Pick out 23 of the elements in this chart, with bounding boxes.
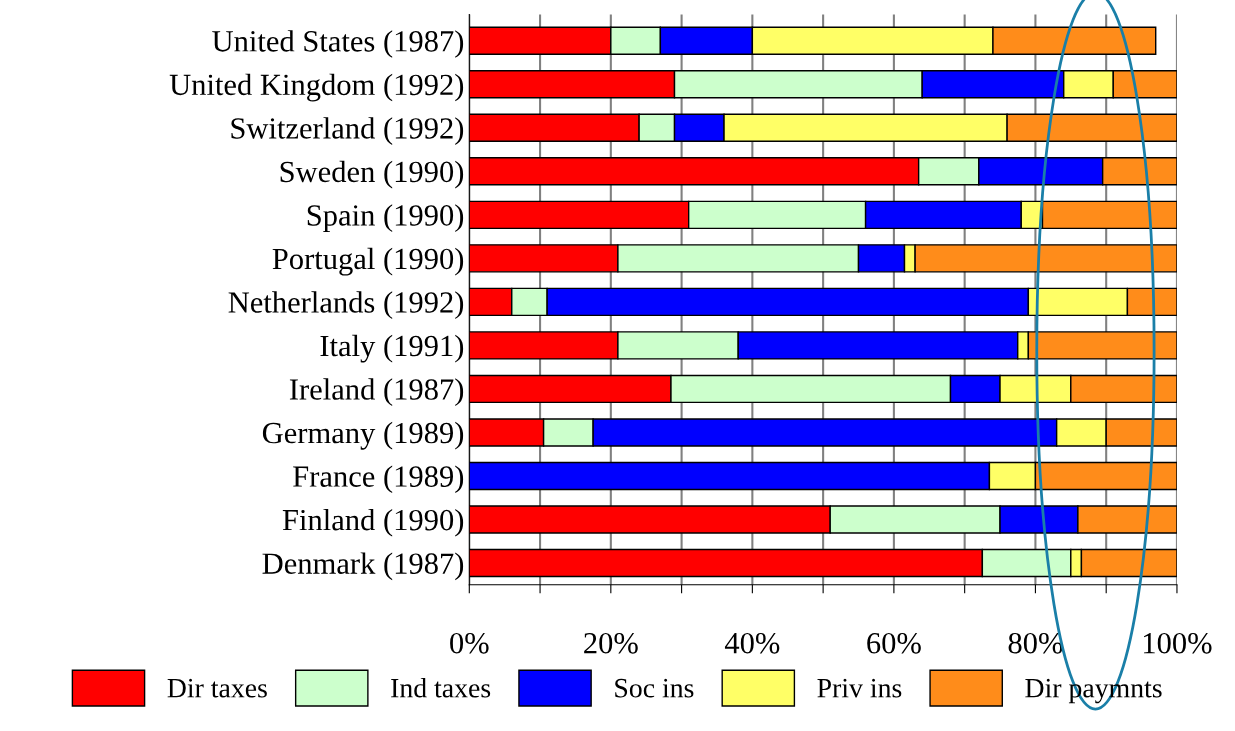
y-tick-label: Germany (1989) xyxy=(262,421,464,450)
x-tick-label: 40% xyxy=(724,632,780,654)
x-tick-label: 0% xyxy=(450,632,489,654)
x-tick-label: 60% xyxy=(867,632,921,654)
y-tick-label: United Kingdom (1992) xyxy=(169,73,464,102)
y-tick-label: Ireland (1987) xyxy=(289,378,464,407)
bar xyxy=(1041,200,1177,230)
y-tick-label: Italy (1991) xyxy=(320,334,464,363)
y-tick-label: Finland (1990) xyxy=(282,508,464,537)
y-tick-label: United States (1987) xyxy=(212,30,464,58)
y-tick-label: Netherlands (1992) xyxy=(228,291,464,319)
y-tick-label: Portugal (1990) xyxy=(272,247,464,276)
y-tick-label: Denmark (1987) xyxy=(262,552,464,581)
x-tick-label: 20% xyxy=(584,632,638,654)
legend-label: Dir taxes xyxy=(167,678,267,698)
y-tick-label: France (1989) xyxy=(293,465,464,494)
legend-label: Priv ins xyxy=(817,678,902,698)
y-tick-label: Spain (1990) xyxy=(307,204,464,232)
y-tick-label: Sweden (1990) xyxy=(280,160,464,189)
legend-label: Soc ins xyxy=(615,678,694,698)
legend-label: Ind taxes xyxy=(391,677,491,698)
y-tick-label: Switzerland (1992) xyxy=(231,117,464,145)
x-tick-label: 100% xyxy=(1144,632,1212,654)
